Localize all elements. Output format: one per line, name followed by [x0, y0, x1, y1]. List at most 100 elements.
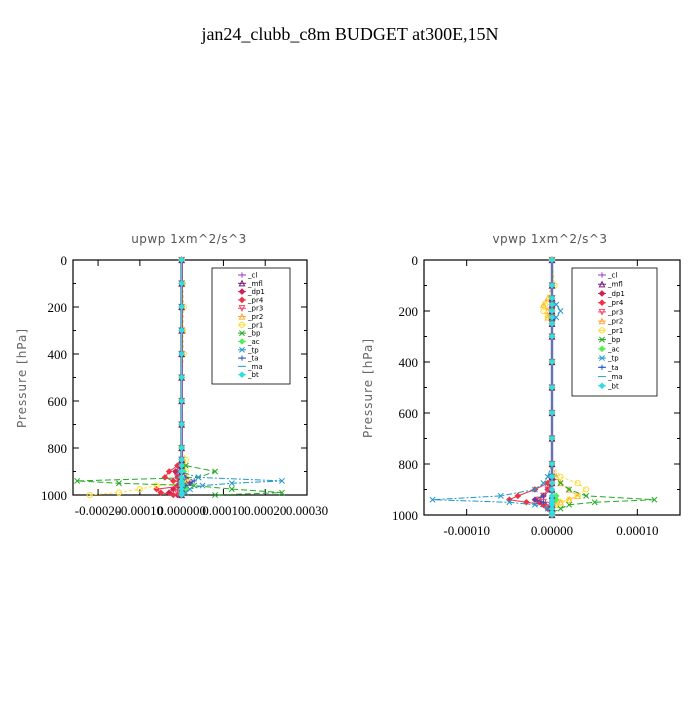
data-point-_pr4: [544, 479, 552, 487]
data-point-_pr1: [115, 489, 123, 496]
legend-entry: _mfl: [247, 280, 263, 288]
data-point-_pr4: [165, 468, 173, 475]
data-point-_bp: [566, 486, 573, 493]
legend-entry: _pr2: [247, 313, 263, 321]
legend-marker: [599, 355, 605, 362]
legend-entry: _pr1: [607, 327, 623, 335]
legend-box: [211, 267, 291, 385]
y-tick-label: 0: [412, 253, 419, 268]
data-point-_bt: [548, 473, 556, 481]
data-point-_bt: [548, 384, 556, 391]
data-point-_tp: [278, 477, 285, 484]
data-point-_tp: [540, 480, 547, 487]
legend-marker: [599, 364, 605, 370]
legend-entry: _ac: [247, 338, 260, 346]
data-point-_bp: [74, 477, 81, 484]
legend-marker: [598, 308, 606, 316]
data-point-_bp: [566, 501, 573, 508]
data-point-_ta: [540, 493, 547, 499]
legend-marker: [238, 338, 246, 345]
data-point-_tp: [429, 496, 436, 503]
data-point-_pr1: [565, 496, 573, 503]
data-point-_ta: [532, 497, 538, 503]
data-point-_pr4: [169, 477, 177, 485]
data-point-_pr4: [169, 491, 177, 499]
data-point-_ta: [191, 478, 197, 484]
data-point-_dp1: [172, 468, 179, 475]
data-point-_bt: [548, 320, 556, 328]
legend-entry: _dp1: [247, 288, 265, 296]
legend-marker: [238, 279, 246, 287]
data-point-_pr4: [157, 489, 165, 496]
data-point-_bt: [178, 350, 185, 358]
legend-entry: _pr4: [247, 296, 264, 304]
legend-marker: [598, 345, 606, 353]
data-point-_pr1: [557, 473, 564, 480]
legend-marker: [598, 382, 606, 390]
data-point-_bt: [548, 294, 556, 302]
legend-entry: _pr2: [607, 318, 623, 326]
data-point-_bt: [178, 303, 185, 311]
data-point-_bp: [557, 480, 564, 487]
legend-entry: _ma: [247, 363, 263, 371]
legend-marker: [239, 346, 245, 353]
data-point-_tp: [228, 480, 235, 487]
data-point-_bt: [548, 511, 556, 519]
data-point-_tp: [497, 492, 504, 499]
data-point-_bt: [178, 256, 185, 264]
legend-marker: [238, 312, 246, 320]
legend-entry: _tp: [607, 355, 619, 363]
data-point-_pr4: [506, 496, 513, 504]
plot-area: 0 200 400 600 800 1000 -0.00010 0.00000 0.00010 _…: [392, 253, 681, 538]
data-point-_tp: [531, 486, 538, 493]
legend-entry: _bp: [247, 330, 261, 338]
series-line-_pr1: [89, 259, 189, 496]
panel-title: vpwp 1xm^2/s^3: [492, 232, 607, 246]
data-point-_tp: [199, 482, 206, 489]
y-tick-label: 1000: [41, 488, 67, 503]
data-point-_pr1: [153, 482, 160, 489]
data-point-_bt: [178, 374, 185, 381]
x-tick-label: 0.00020: [244, 503, 286, 518]
x-tick-label: -0.00010: [117, 503, 164, 518]
legend-marker: [598, 280, 606, 288]
plot-area: 0 200 400 600 800 1000 -0.00020-0.000100.00000…: [41, 253, 328, 518]
y-axis-label: Pressure [hPa]: [15, 328, 29, 428]
panel-vpwp: vpwp 1xm^2/s^3 Pressure [hPa] 0 200 400 600…: [361, 232, 681, 538]
data-point-_tp: [506, 499, 513, 506]
data-point-_bp: [116, 480, 122, 487]
legend-marker: [598, 327, 606, 334]
data-point-_bt: [178, 421, 185, 428]
legend-entry: _ma: [607, 373, 623, 381]
legend-entry: _cl: [247, 272, 257, 280]
data-point-_pr1: [583, 486, 590, 493]
legend-entry: _bt: [607, 382, 619, 390]
legend-entry: _bt: [247, 371, 259, 379]
data-point-_bt: [548, 282, 556, 289]
data-point-_pr4: [174, 462, 181, 469]
panel-upwp: upwp 1xm^2/s^3 Pressure [hPa] 0 200 400 600…: [15, 232, 328, 518]
legend-entry: _tp: [247, 346, 259, 354]
data-point-_bp: [583, 492, 590, 499]
data-point-_bt: [548, 307, 556, 315]
data-point-_ta: [187, 480, 193, 486]
data-point-_tp: [557, 308, 564, 314]
legend-entry: _dp1: [607, 290, 625, 298]
data-point-_bp: [278, 489, 285, 496]
data-point-_bt: [178, 444, 185, 452]
data-point-_tp: [195, 474, 202, 481]
x-tick-label: -0.00010: [443, 523, 490, 538]
y-tick-label: 1000: [392, 508, 418, 523]
data-point-_bt: [548, 333, 556, 340]
y-tick-label: 200: [399, 304, 419, 319]
legend-entry: _pr3: [607, 308, 623, 316]
legend-marker: [239, 355, 245, 361]
data-point-_bp: [591, 499, 598, 506]
legend-marker: [238, 371, 246, 378]
data-point-_bt: [548, 435, 556, 442]
legend-marker: [598, 299, 606, 306]
data-point-_pr1: [574, 480, 581, 487]
data-point-_pr2: [557, 479, 564, 487]
